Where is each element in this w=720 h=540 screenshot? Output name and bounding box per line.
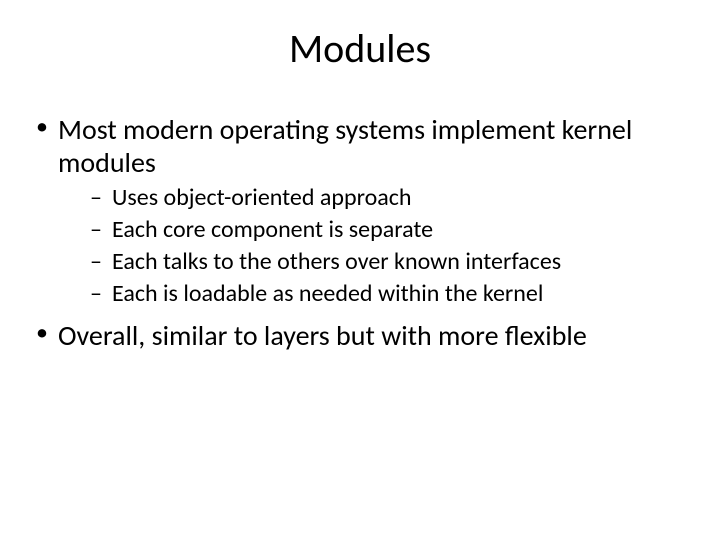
- sub-bullet-text: Uses object-oriented approach: [112, 183, 412, 212]
- bullet-text: Overall, similar to layers but with more…: [58, 318, 587, 353]
- sub-bullet-text: Each core component is separate: [112, 215, 433, 244]
- slide: Modules Most modern operating systems im…: [0, 0, 720, 540]
- bullet-list-level2: Uses object-oriented approach Each core …: [58, 183, 690, 309]
- sub-bullet-text: Each talks to the others over known inte…: [112, 247, 561, 276]
- sub-bullet-text: Each is loadable as needed within the ke…: [112, 279, 543, 308]
- slide-title: Modules: [0, 0, 720, 83]
- sub-bullet-item: Each talks to the others over known inte…: [88, 247, 690, 277]
- bullet-text: Most modern operating systems implement …: [58, 112, 632, 180]
- sub-bullet-item: Each is loadable as needed within the ke…: [88, 279, 690, 309]
- bullet-item: Most modern operating systems implement …: [30, 113, 690, 309]
- bullet-item: Overall, similar to layers but with more…: [30, 319, 690, 352]
- sub-bullet-item: Each core component is separate: [88, 215, 690, 245]
- slide-body: Most modern operating systems implement …: [0, 83, 720, 352]
- sub-bullet-item: Uses object-oriented approach: [88, 183, 690, 213]
- bullet-list-level1: Most modern operating systems implement …: [30, 113, 690, 352]
